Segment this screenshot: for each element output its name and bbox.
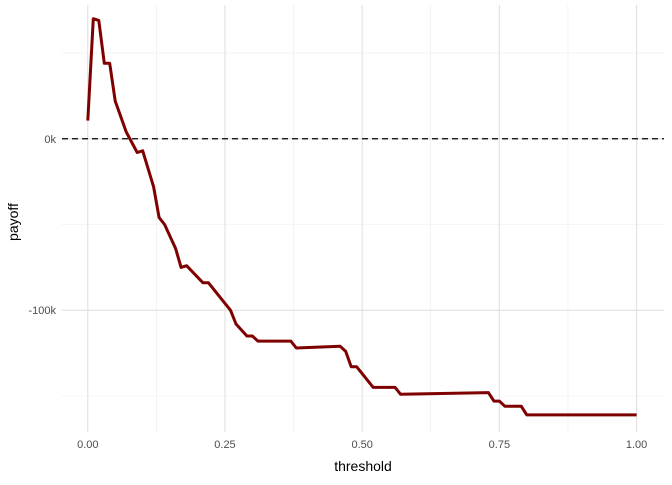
y-axis-label: payoff <box>5 203 21 241</box>
x-tick-label: 0.25 <box>214 439 235 451</box>
x-tick-label: 0.75 <box>489 439 510 451</box>
series-group <box>86 17 637 417</box>
x-tick-label: 0.00 <box>77 439 98 451</box>
y-tick-label: -100k <box>28 305 56 317</box>
grid <box>62 5 664 432</box>
x-tick-label: 0.50 <box>351 439 372 451</box>
y-tick-label: 0k <box>44 134 56 146</box>
x-tick-label: 1.00 <box>626 439 647 451</box>
payoff-line <box>86 17 637 417</box>
tick-labels: 0.00 0.25 0.50 0.75 1.00 0k -100k <box>28 134 647 451</box>
x-axis-label: threshold <box>334 458 392 474</box>
